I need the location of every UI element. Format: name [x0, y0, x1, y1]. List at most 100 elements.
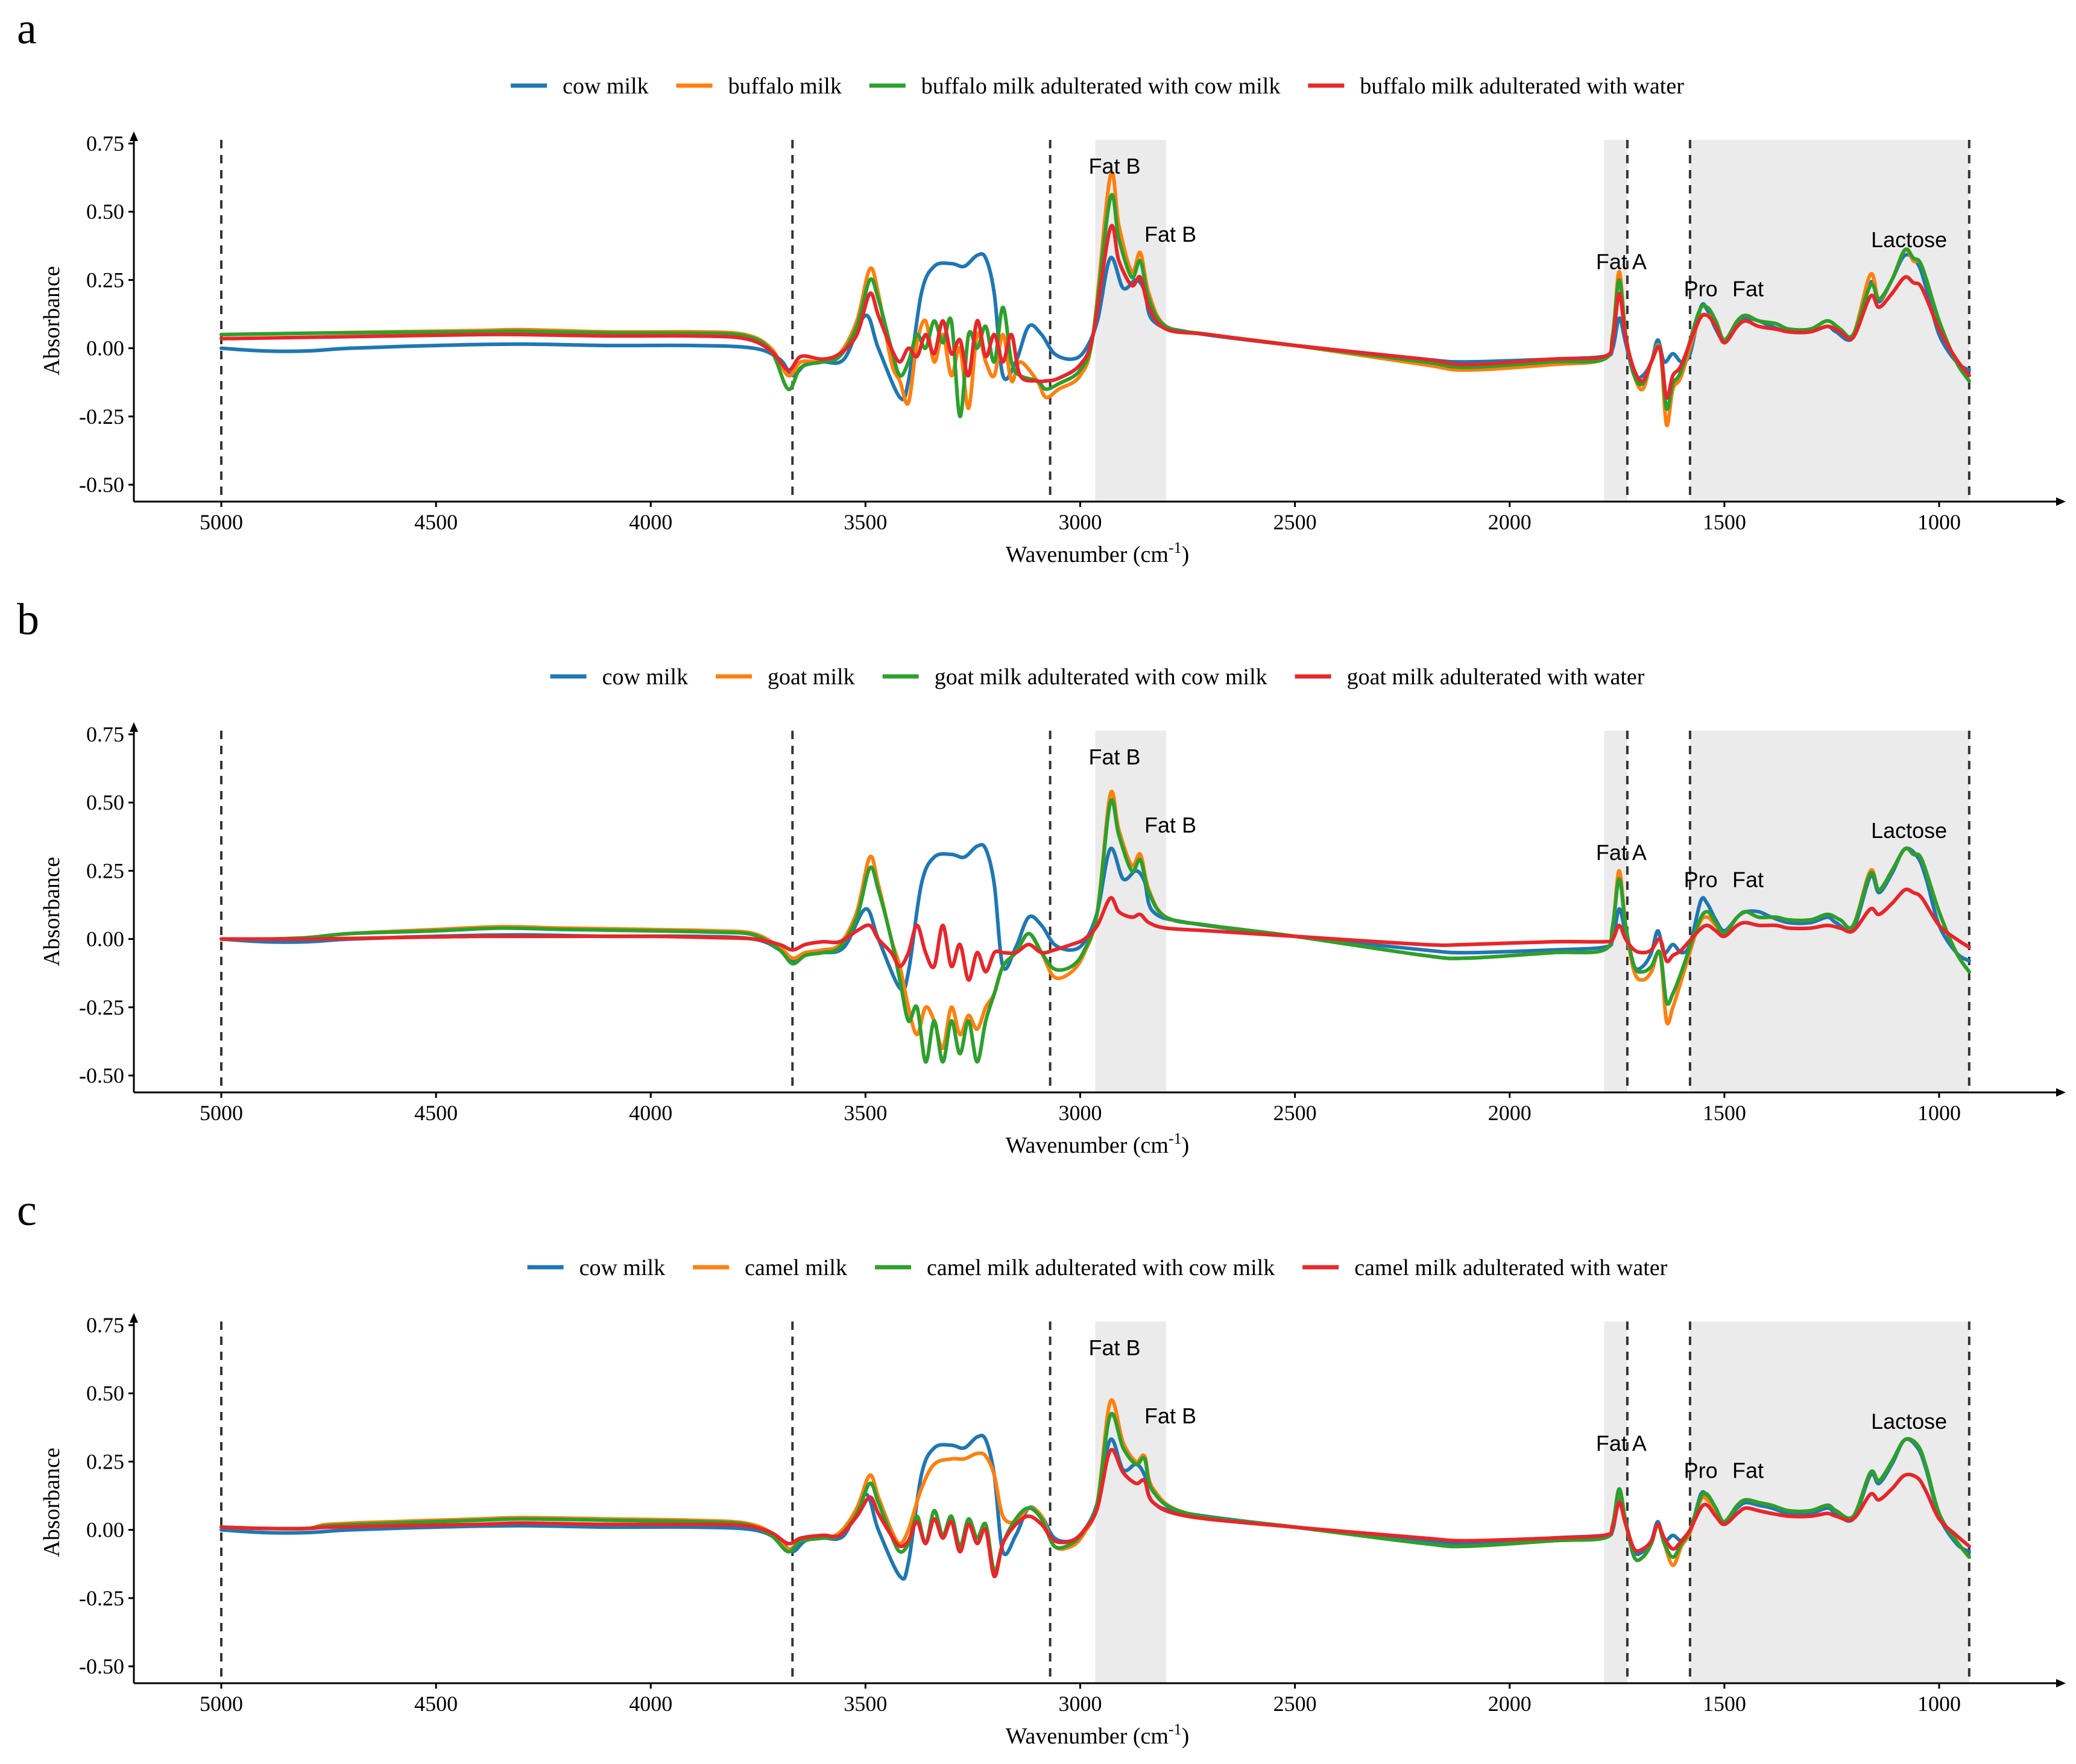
series-line-adulterated-water	[219, 887, 1971, 982]
annotation-label: Pro	[1684, 868, 1718, 892]
panel-b: b 5000 4500 4000 3500 3000 2500 2000 1500 1000 0.7…	[17, 595, 2066, 1158]
y-tick-label: 0.25	[86, 1449, 124, 1473]
x-tick-label: 4500	[414, 1692, 458, 1716]
x-tick-label: 1000	[1917, 1692, 1961, 1716]
x-axis-label-text: Wavenumber (cm	[1006, 1724, 1169, 1749]
legend-item: camel milk adulterated with water	[1302, 1255, 1668, 1280]
x-tick-label: 4000	[629, 1692, 672, 1716]
y-tick-label: 0.50	[86, 1381, 124, 1405]
legend: cow milk buffalo milk buffalo milk adulter…	[511, 74, 1684, 99]
y-tick-label: 0.75	[86, 1313, 124, 1337]
annotation-label: Fat B	[1088, 154, 1140, 178]
legend-item: goat milk adulterated with water	[1295, 664, 1645, 690]
annotation-label: Fat	[1732, 868, 1764, 892]
y-tick-label: -0.50	[79, 473, 124, 497]
y-tick-label: 0.25	[86, 268, 124, 292]
annotation-label: Fat B	[1144, 1403, 1196, 1428]
y-axis-label: Absorbance	[39, 266, 65, 375]
legend-item: goat milk	[716, 664, 855, 690]
legend-label: cow milk	[579, 1255, 665, 1280]
x-tick-label: 2000	[1488, 510, 1532, 534]
x-axis-label: Wavenumber (cm-1)	[1006, 539, 1190, 567]
panel-a: a 5000 4500 4000 3500 3000 2500 2000 1500 1000 0.7…	[17, 4, 2066, 567]
y-tick-label: 0.00	[86, 1518, 124, 1542]
y-axis-arrow	[130, 722, 138, 732]
x-tick-label: 2500	[1273, 510, 1317, 534]
x-tick-label: 1500	[1703, 1692, 1746, 1716]
annotation-label: Lactose	[1871, 227, 1947, 252]
x-tick-label: 4000	[629, 1101, 672, 1125]
panel-label: a	[17, 4, 37, 54]
panel-label: b	[17, 595, 39, 644]
x-tick-label: 5000	[200, 510, 243, 534]
x-axis-label-close: )	[1182, 1724, 1190, 1749]
y-tick-label: -0.25	[79, 995, 124, 1019]
legend-item: camel milk adulterated with cow milk	[875, 1255, 1275, 1280]
x-tick-label: 3500	[844, 510, 887, 534]
shaded-region-2	[1690, 731, 1969, 1092]
x-tick-label: 4500	[414, 1101, 458, 1125]
y-tick-label: 0.25	[86, 858, 124, 883]
legend-item: buffalo milk	[676, 74, 842, 99]
annotation-label: Pro	[1684, 277, 1718, 301]
y-tick-label: 0.50	[86, 790, 124, 814]
x-axis-label-superscript: -1	[1169, 1721, 1182, 1738]
y-tick-label: -0.50	[79, 1654, 124, 1678]
legend: cow milk camel milk camel milk adulterated…	[527, 1255, 1668, 1280]
annotation-label: Fat A	[1596, 249, 1647, 274]
x-tick-label: 5000	[200, 1692, 243, 1716]
x-axis-label-close: )	[1182, 1133, 1190, 1158]
x-axis-label: Wavenumber (cm-1)	[1006, 1721, 1190, 1749]
annotation-label: Fat B	[1144, 813, 1196, 837]
legend-item: goat milk adulterated with cow milk	[882, 664, 1267, 690]
y-axis-label: Absorbance	[39, 857, 65, 966]
y-axis-arrow	[130, 131, 138, 141]
x-tick-label: 3500	[844, 1101, 887, 1125]
x-tick-label: 1000	[1917, 1101, 1961, 1125]
annotation-label: Lactose	[1871, 818, 1947, 843]
y-axis-label: Absorbance	[39, 1447, 65, 1557]
legend-label: goat milk	[768, 664, 855, 690]
legend-item: cow milk	[511, 74, 649, 99]
y-tick-label: -0.50	[79, 1063, 124, 1088]
x-axis-label-close: )	[1182, 542, 1190, 567]
y-axis-arrow	[130, 1313, 138, 1323]
x-tick-label: 3500	[844, 1692, 887, 1716]
annotation-label: Fat	[1732, 1458, 1764, 1483]
x-tick-label: 1500	[1703, 1101, 1746, 1125]
series-line-adulterated-cow	[219, 798, 1971, 1064]
legend-label: cow milk	[563, 74, 648, 99]
y-tick-label: 0.75	[86, 722, 124, 746]
x-tick-label: 3000	[1059, 1692, 1102, 1716]
annotation-label: Lactose	[1871, 1409, 1947, 1434]
panel-c: c 5000 4500 4000 3500 3000 2500 2000 1500 1000 0.7…	[17, 1186, 2066, 1749]
x-tick-label: 3000	[1059, 1101, 1102, 1125]
x-tick-label: 2000	[1488, 1101, 1532, 1125]
x-tick-label: 2500	[1273, 1101, 1317, 1125]
y-tick-label: -0.25	[79, 1586, 124, 1610]
legend-label: goat milk adulterated with water	[1347, 664, 1645, 690]
y-tick-label: 0.75	[86, 131, 124, 156]
x-tick-label: 2000	[1488, 1692, 1532, 1716]
series-line-adulterated-water	[219, 1447, 1971, 1578]
legend-label: buffalo milk adulterated with cow milk	[921, 74, 1281, 99]
x-axis-label-text: Wavenumber (cm	[1006, 1133, 1169, 1158]
legend-item: cow milk	[550, 664, 688, 690]
x-tick-label: 3000	[1059, 510, 1102, 534]
x-axis-label-superscript: -1	[1169, 539, 1182, 556]
y-tick-label: 0.00	[86, 927, 124, 951]
x-axis-label-text: Wavenumber (cm	[1006, 542, 1169, 567]
annotation-label: Fat B	[1088, 745, 1140, 769]
x-tick-label: 1500	[1703, 510, 1746, 534]
series-line-adulterated-cow	[219, 1411, 1971, 1573]
legend: cow milk goat milk goat milk adulterated w…	[550, 664, 1645, 690]
x-axis-label-superscript: -1	[1169, 1130, 1182, 1147]
annotation-label: Fat B	[1144, 222, 1196, 247]
annotation-label: Pro	[1684, 1458, 1718, 1483]
legend-label: camel milk adulterated with water	[1354, 1255, 1667, 1280]
annotation-label: Fat	[1732, 277, 1764, 301]
series-line-adulterated-water	[219, 224, 1971, 400]
x-axis-arrow	[2056, 497, 2066, 506]
legend-label: camel milk adulterated with cow milk	[927, 1255, 1275, 1280]
